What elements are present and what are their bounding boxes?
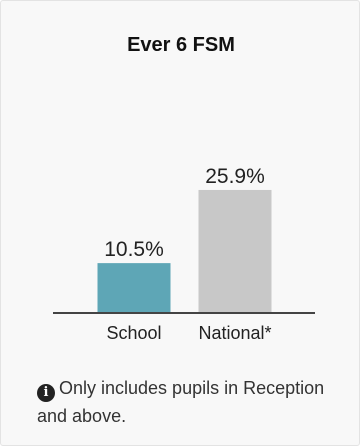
info-icon: i xyxy=(37,384,55,402)
x-tick-label-school: School xyxy=(106,323,161,343)
info-note-text: Only includes pupils in Reception and ab… xyxy=(37,378,325,426)
x-tick-label-national: National* xyxy=(198,323,271,343)
value-label-national: 25.9% xyxy=(205,165,265,188)
bar-chart: 10.5% School 25.9% National* xyxy=(53,165,315,343)
chart-title: Ever 6 FSM xyxy=(127,34,235,56)
bar-national xyxy=(198,189,272,313)
value-label-school: 10.5% xyxy=(104,238,164,261)
bar-school xyxy=(97,263,171,313)
info-note: i Only includes pupils in Reception and a… xyxy=(37,374,337,430)
